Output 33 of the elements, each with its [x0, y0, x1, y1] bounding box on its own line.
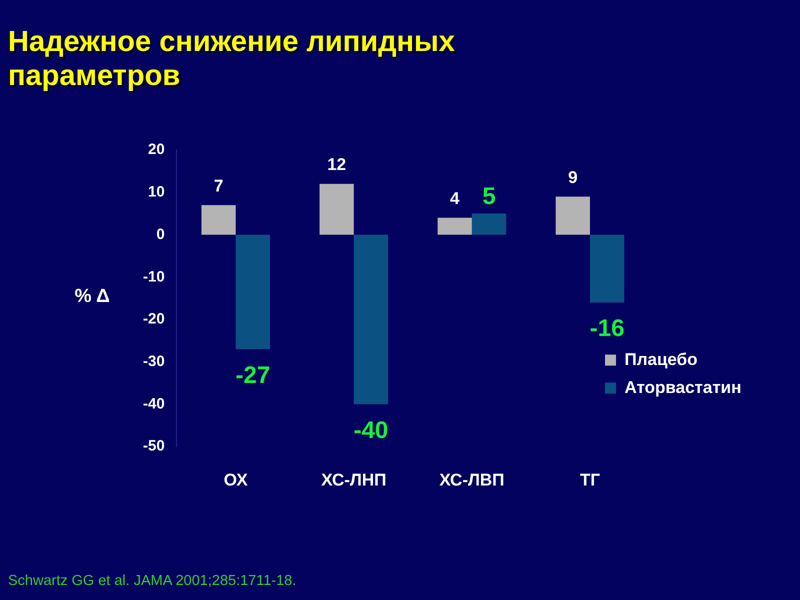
legend-label: Плацебо	[624, 350, 698, 369]
y-tick-label: 20	[148, 141, 165, 158]
data-label: 5	[482, 183, 496, 210]
x-tick-label: ТГ	[580, 470, 600, 490]
bar	[201, 205, 236, 235]
chart-title: Надежное снижение липидных параметров	[8, 25, 456, 93]
data-label: 9	[568, 168, 578, 187]
y-tick-label: -20	[142, 310, 165, 328]
y-tick-label: 10	[148, 184, 165, 201]
data-label: -40	[354, 416, 388, 444]
data-label: 4	[450, 188, 460, 208]
y-tick-label: -50	[142, 438, 165, 455]
x-tick-label: ОХ	[224, 470, 248, 490]
data-label: -16	[590, 315, 624, 342]
text: Schwartz GG et al. JAMA 2001;285:1711-18.	[8, 573, 296, 589]
bar	[354, 234, 388, 404]
y-tick-label: -30	[142, 353, 165, 370]
bar	[320, 184, 354, 235]
data-label: -27	[236, 362, 270, 389]
bar	[472, 214, 506, 235]
x-tick-label: ХС-ЛВП	[439, 470, 504, 490]
y-axis-title: % Δ	[74, 286, 110, 308]
data-label: 7	[214, 176, 224, 196]
bar	[236, 234, 270, 350]
y-tick-label: -10	[142, 268, 165, 286]
legend-label: Аторвастатин	[624, 378, 742, 397]
data-label: 12	[327, 155, 346, 174]
y-tick-label: 0	[156, 226, 165, 243]
y-tick-label: -40	[142, 395, 165, 412]
bar	[590, 234, 624, 303]
x-tick-label: ХС-ЛНП	[321, 470, 386, 490]
bar	[438, 218, 472, 235]
bar	[556, 196, 590, 235]
